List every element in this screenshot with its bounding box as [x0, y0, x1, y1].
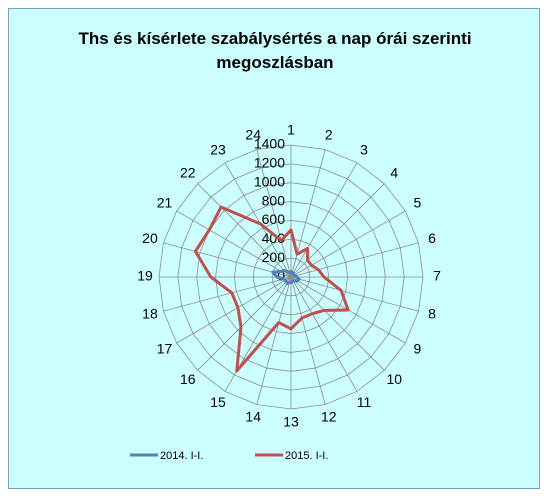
chart-title: Ths és kísérlete szabálysértés a nap órá…	[78, 29, 472, 72]
spoke	[290, 149, 326, 278]
category-label: 4	[390, 164, 398, 180]
category-label: 13	[283, 414, 299, 430]
category-label: 19	[137, 268, 153, 284]
spoke	[290, 242, 419, 278]
category-label: 18	[142, 305, 158, 321]
category-label: 11	[357, 394, 372, 410]
y-tick-label: 0	[277, 268, 285, 284]
category-label: 3	[360, 141, 368, 157]
spoke	[290, 183, 385, 278]
legend-label: 2014. I-I.	[160, 450, 203, 462]
category-label: 22	[180, 164, 196, 180]
spoke	[256, 149, 292, 278]
category-label: 1	[287, 122, 295, 138]
spoke	[290, 276, 419, 312]
series-line	[271, 268, 301, 286]
spoke	[290, 162, 358, 278]
spoke	[256, 276, 292, 405]
spoke	[197, 276, 292, 371]
legend-label: 2015. I-I.	[285, 450, 328, 462]
series-line	[193, 205, 350, 373]
category-label: 21	[157, 195, 173, 211]
category-label: 12	[321, 409, 337, 425]
y-tick-label: 1200	[254, 155, 285, 171]
spoke	[290, 276, 326, 405]
spoke	[163, 242, 292, 278]
y-tick-label: 1000	[254, 173, 285, 189]
category-label: 14	[245, 409, 261, 425]
chart-area	[8, 8, 540, 489]
category-label: 10	[386, 371, 402, 387]
category-label: 17	[157, 341, 173, 357]
y-tick-label: 200	[262, 249, 286, 265]
category-label: 9	[414, 341, 422, 357]
category-label: 2	[325, 127, 333, 143]
y-tick-label: 600	[262, 211, 286, 227]
spoke	[290, 276, 358, 392]
category-label: 5	[414, 195, 422, 211]
category-label: 23	[210, 141, 226, 157]
y-tick-label: 400	[262, 230, 286, 246]
spoke	[224, 276, 292, 392]
spoke	[163, 276, 292, 312]
spoke	[290, 210, 406, 278]
category-label: 15	[210, 394, 226, 410]
spoke	[224, 162, 292, 278]
y-tick-label: 800	[262, 192, 286, 208]
spoke	[290, 276, 385, 371]
y-tick-label: 1400	[254, 136, 285, 152]
category-label: 7	[433, 268, 441, 284]
spoke	[197, 183, 292, 278]
category-label: 16	[180, 371, 196, 387]
spoke	[176, 210, 292, 278]
category-label: 20	[142, 230, 158, 246]
category-label: 24	[245, 127, 261, 143]
category-label: 6	[428, 230, 436, 246]
spoke	[176, 276, 292, 344]
category-label: 8	[428, 305, 436, 321]
